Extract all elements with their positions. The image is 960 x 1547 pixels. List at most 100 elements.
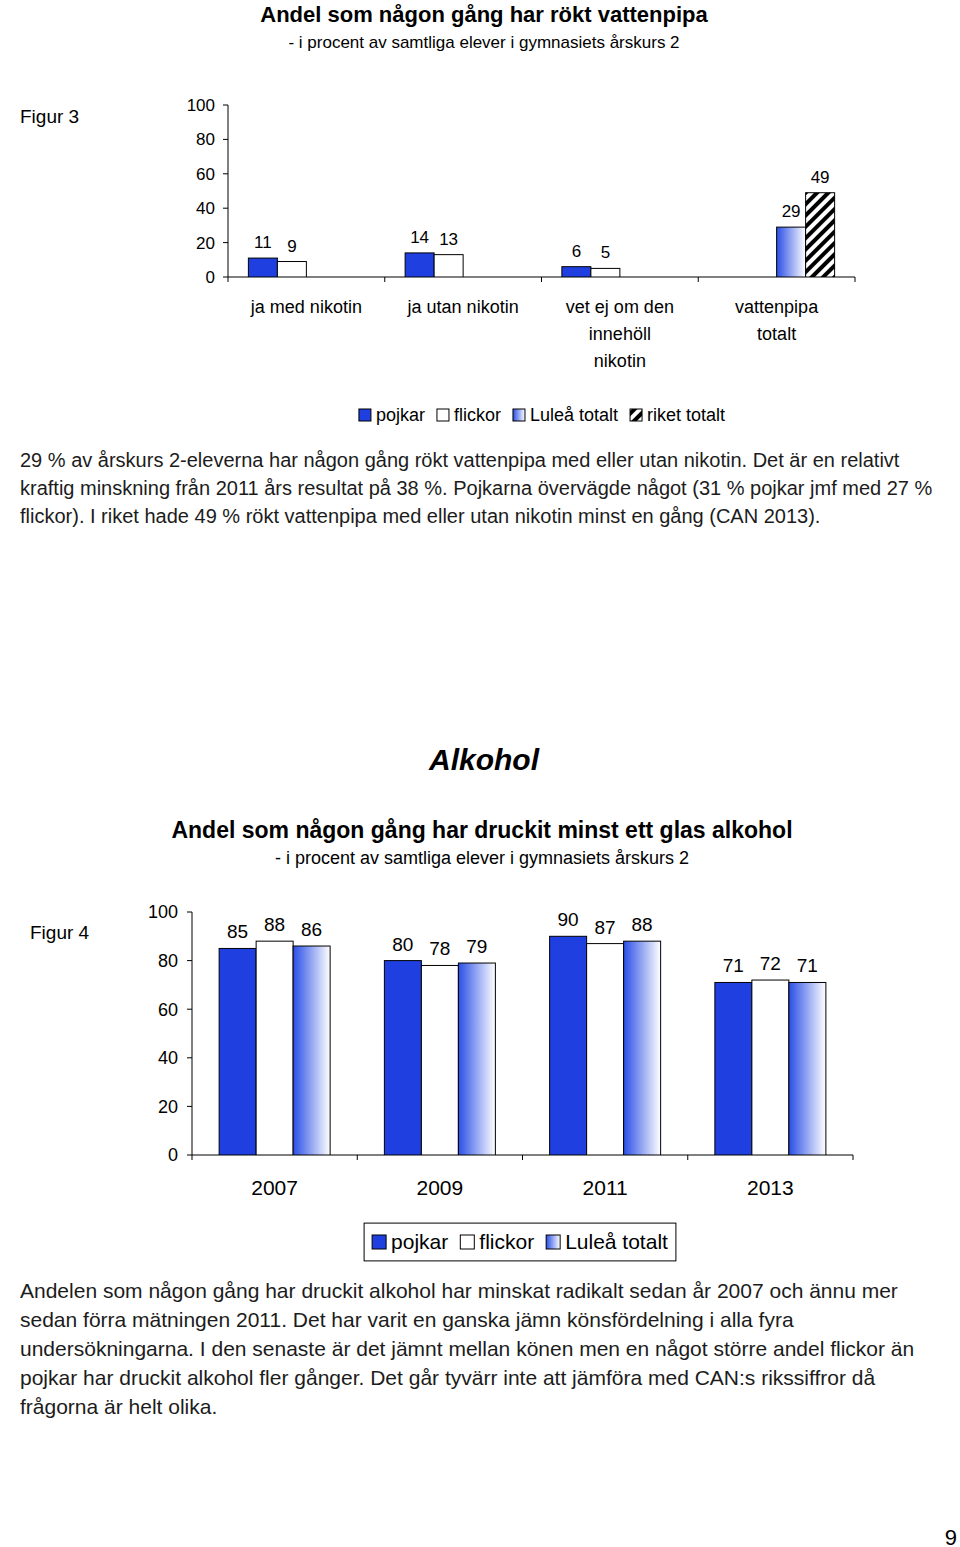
y-tick <box>187 1106 192 1107</box>
legend-label: pojkar <box>391 1230 448 1253</box>
bars <box>248 193 834 277</box>
bar <box>550 936 587 1155</box>
bars <box>219 936 826 1155</box>
bar <box>384 961 421 1155</box>
category-label-line: ja utan nikotin <box>407 297 519 317</box>
category-label: ja utan nikotin <box>407 297 519 317</box>
category-label: 2009 <box>417 1176 464 1199</box>
chart-subtitle: - i procent av samtliga elever i gymnasi… <box>275 848 689 868</box>
bar <box>277 262 306 277</box>
data-label: 9 <box>287 237 296 256</box>
y-tick-label: 0 <box>206 268 215 287</box>
category-label: 2011 <box>583 1176 628 1199</box>
legend-label: Luleå totalt <box>530 405 618 425</box>
figure-label: Figur 3 <box>20 106 79 127</box>
data-label: 5 <box>601 243 610 262</box>
bar <box>256 941 293 1155</box>
y-tick-label: 0 <box>168 1145 178 1165</box>
data-label: 79 <box>466 936 487 957</box>
data-label: 29 <box>782 202 801 221</box>
bar <box>293 946 330 1155</box>
x-tick <box>698 277 699 282</box>
data-label: 14 <box>410 228 429 247</box>
page-body: Andel som någon gång har rökt vattenpipa… <box>0 0 960 1547</box>
data-label: 90 <box>558 909 579 930</box>
bar <box>624 941 661 1155</box>
y-tick-label: 100 <box>148 902 178 922</box>
bar <box>434 255 463 277</box>
x-tick <box>541 277 542 282</box>
x-tick <box>384 277 385 282</box>
bar <box>789 982 826 1155</box>
page-number: 9 <box>945 1525 957 1547</box>
bar <box>777 227 806 277</box>
bar <box>715 982 752 1155</box>
x-tick <box>228 277 229 282</box>
y-tick-label: 40 <box>196 199 215 218</box>
y-tick-label: 40 <box>158 1048 178 1068</box>
x-tick <box>855 277 856 282</box>
legend-frame <box>364 1223 676 1261</box>
category-label: 2013 <box>747 1176 794 1199</box>
y-tick <box>223 242 228 243</box>
y-tick-label: 20 <box>196 234 215 253</box>
legend-swatch <box>372 1235 386 1249</box>
legend: pojkar flickor Luleå totalt <box>364 1223 676 1261</box>
paragraph: Andelen som någon gång har druckit alkoh… <box>20 1276 950 1421</box>
category-label: vet ej om deninnehöllnikotin <box>566 297 674 371</box>
page: Andel som någon gång har rökt vattenpipa… <box>0 0 960 1547</box>
data-label: 87 <box>595 917 616 938</box>
data-label: 11 <box>254 233 272 252</box>
data-label: 86 <box>301 919 322 940</box>
legend-label: riket totalt <box>647 405 725 425</box>
data-label: 85 <box>227 921 248 942</box>
bar <box>562 267 591 277</box>
y-tick <box>187 912 192 913</box>
data-label: 49 <box>811 168 830 187</box>
x-tick <box>853 1155 854 1160</box>
x-tick <box>192 1155 193 1160</box>
y-tick-label: 60 <box>196 165 215 184</box>
legend-label: flickor <box>479 1230 534 1253</box>
data-label: 71 <box>797 955 818 976</box>
category-label-line: 2013 <box>747 1176 794 1199</box>
legend-label: Luleå totalt <box>565 1230 668 1253</box>
data-label: 71 <box>723 955 744 976</box>
y-axis-line <box>192 912 193 1155</box>
y-tick <box>187 1009 192 1010</box>
legend: pojkarflickorLuleå totaltriket totalt <box>359 405 725 425</box>
bar <box>591 268 620 277</box>
figure-label: Figur 4 <box>30 922 90 943</box>
category-label: 2007 <box>251 1176 298 1199</box>
y-tick-label: 60 <box>158 1000 178 1020</box>
y-tick <box>187 1057 192 1058</box>
data-label: 78 <box>429 938 450 959</box>
legend-swatch <box>437 409 449 421</box>
x-tick <box>687 1155 688 1160</box>
y-tick <box>223 139 228 140</box>
legend-swatch <box>460 1235 474 1249</box>
category-label-line: nikotin <box>594 351 646 371</box>
data-labels: 858090718878877286798871 <box>227 909 818 976</box>
bar <box>752 980 789 1155</box>
category-label-line: ja med nikotin <box>250 297 362 317</box>
section-heading: Alkohol <box>428 743 540 776</box>
legend-swatch <box>546 1235 560 1249</box>
y-axis-line <box>228 105 229 277</box>
chart: Andel som någon gång har rökt vattenpipa… <box>20 2 855 425</box>
bar <box>421 965 458 1155</box>
paragraph: 29 % av årskurs 2-eleverna har någon gån… <box>20 446 950 530</box>
data-label: 88 <box>264 914 285 935</box>
data-label: 13 <box>439 230 458 249</box>
legend-swatch <box>513 409 525 421</box>
category-label-line: 2009 <box>417 1176 464 1199</box>
legend-swatch <box>359 409 371 421</box>
legend-swatch <box>630 409 642 421</box>
data-label: 72 <box>760 953 781 974</box>
bar <box>405 253 434 277</box>
y-tick-label: 100 <box>187 96 215 115</box>
chart-title: Andel som någon gång har druckit minst e… <box>171 817 792 843</box>
y-tick-label: 20 <box>158 1097 178 1117</box>
y-tick <box>223 105 228 106</box>
data-label: 80 <box>392 934 413 955</box>
